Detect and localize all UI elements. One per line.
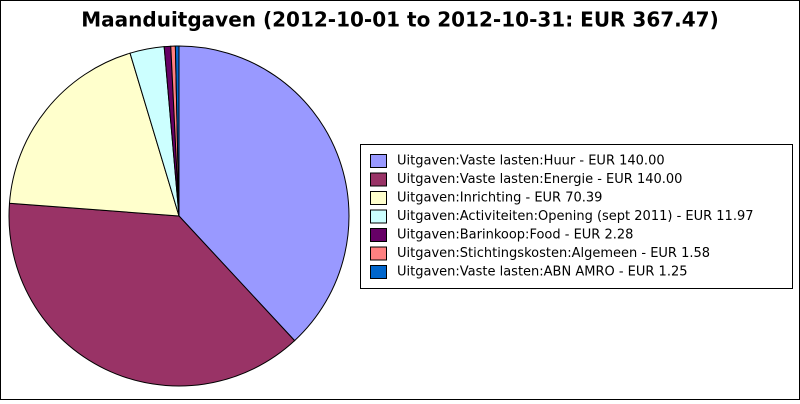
legend-label: Uitgaven:Vaste lasten:Energie - EUR 140.… [397, 172, 682, 187]
legend-label: Uitgaven:Vaste lasten:Huur - EUR 140.00 [397, 154, 665, 169]
pie-slice [8, 202, 296, 387]
legend-label: Uitgaven:Barinkoop:Food - EUR 2.28 [397, 228, 633, 243]
legend-swatch [370, 246, 387, 261]
legend-label: Uitgaven:Activiteiten:Opening (sept 2011… [397, 209, 754, 224]
pie-slice [8, 52, 180, 217]
legend-box [360, 144, 793, 289]
pie-slice [178, 45, 350, 342]
legend-swatch [370, 172, 387, 187]
legend-swatch [370, 228, 387, 242]
legend-swatch [370, 154, 387, 168]
legend-swatch [370, 191, 387, 205]
legend-swatch [370, 209, 387, 224]
pie-slice [174, 45, 180, 217]
chart-title: Maanduitgaven (2012-10-01 to 2012-10-31:… [81, 8, 719, 32]
legend-label: Uitgaven:Inrichting - EUR 70.39 [397, 191, 602, 206]
legend-label: Uitgaven:Stichtingskosten:Algemeen - EUR… [397, 246, 710, 261]
legend-swatch [370, 265, 387, 279]
legend-label: Uitgaven:Vaste lasten:ABN AMRO - EUR 1.2… [397, 265, 688, 280]
